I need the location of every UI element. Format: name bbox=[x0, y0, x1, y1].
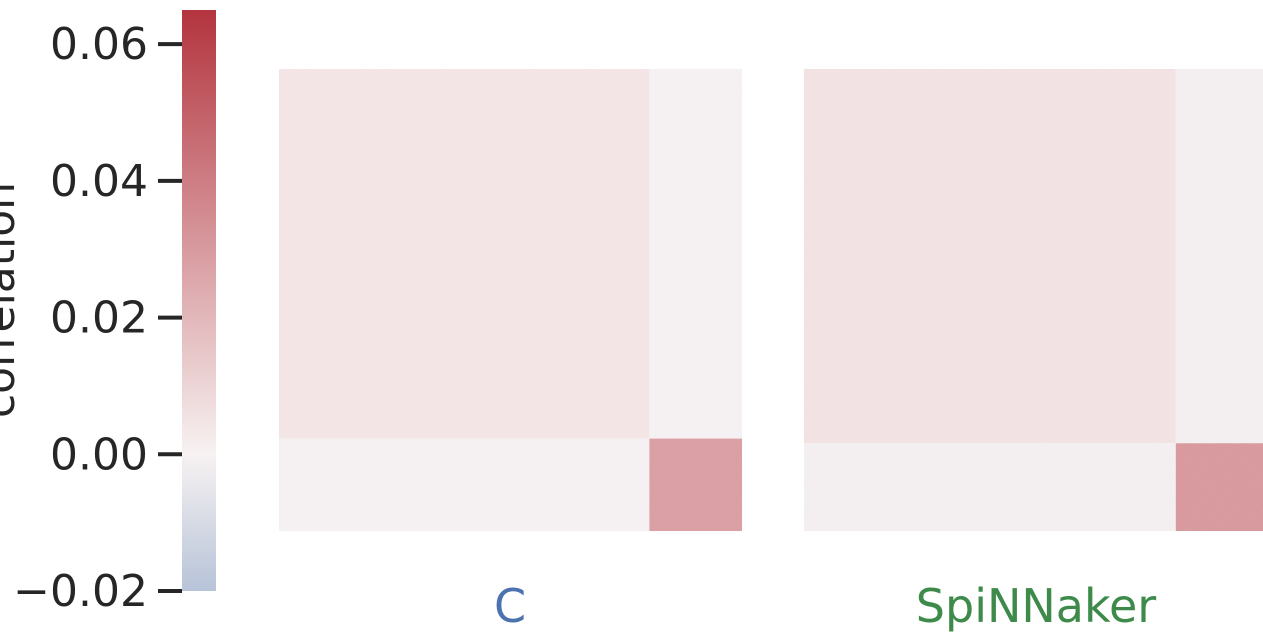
colorbar: 0.06 0.04 0.02 0.00 −0.02 correlation bbox=[0, 10, 216, 617]
heatmap-panel-0 bbox=[279, 69, 742, 531]
colorbar-ticks: 0.06 0.04 0.02 0.00 −0.02 bbox=[13, 19, 182, 617]
panel-title-spinnaker: SpiNNaker bbox=[916, 579, 1156, 633]
panel-title-c: C bbox=[494, 579, 526, 633]
colorbar-tick-label-2: 0.02 bbox=[50, 293, 148, 344]
colorbar-tick-label-3: 0.00 bbox=[50, 429, 148, 480]
colorbar-label: correlation bbox=[0, 182, 25, 418]
colorbar-tick-label-1: 0.04 bbox=[50, 156, 148, 207]
colorbar-tick-label-0: 0.06 bbox=[50, 19, 148, 70]
heatmap-texture bbox=[804, 69, 1263, 531]
colorbar-tick-label-4: −0.02 bbox=[13, 566, 148, 617]
heatmap-panel-1 bbox=[804, 69, 1263, 531]
colorbar-gradient bbox=[182, 10, 216, 591]
heatmap-panels bbox=[279, 69, 1263, 531]
heatmap-texture bbox=[279, 69, 742, 531]
